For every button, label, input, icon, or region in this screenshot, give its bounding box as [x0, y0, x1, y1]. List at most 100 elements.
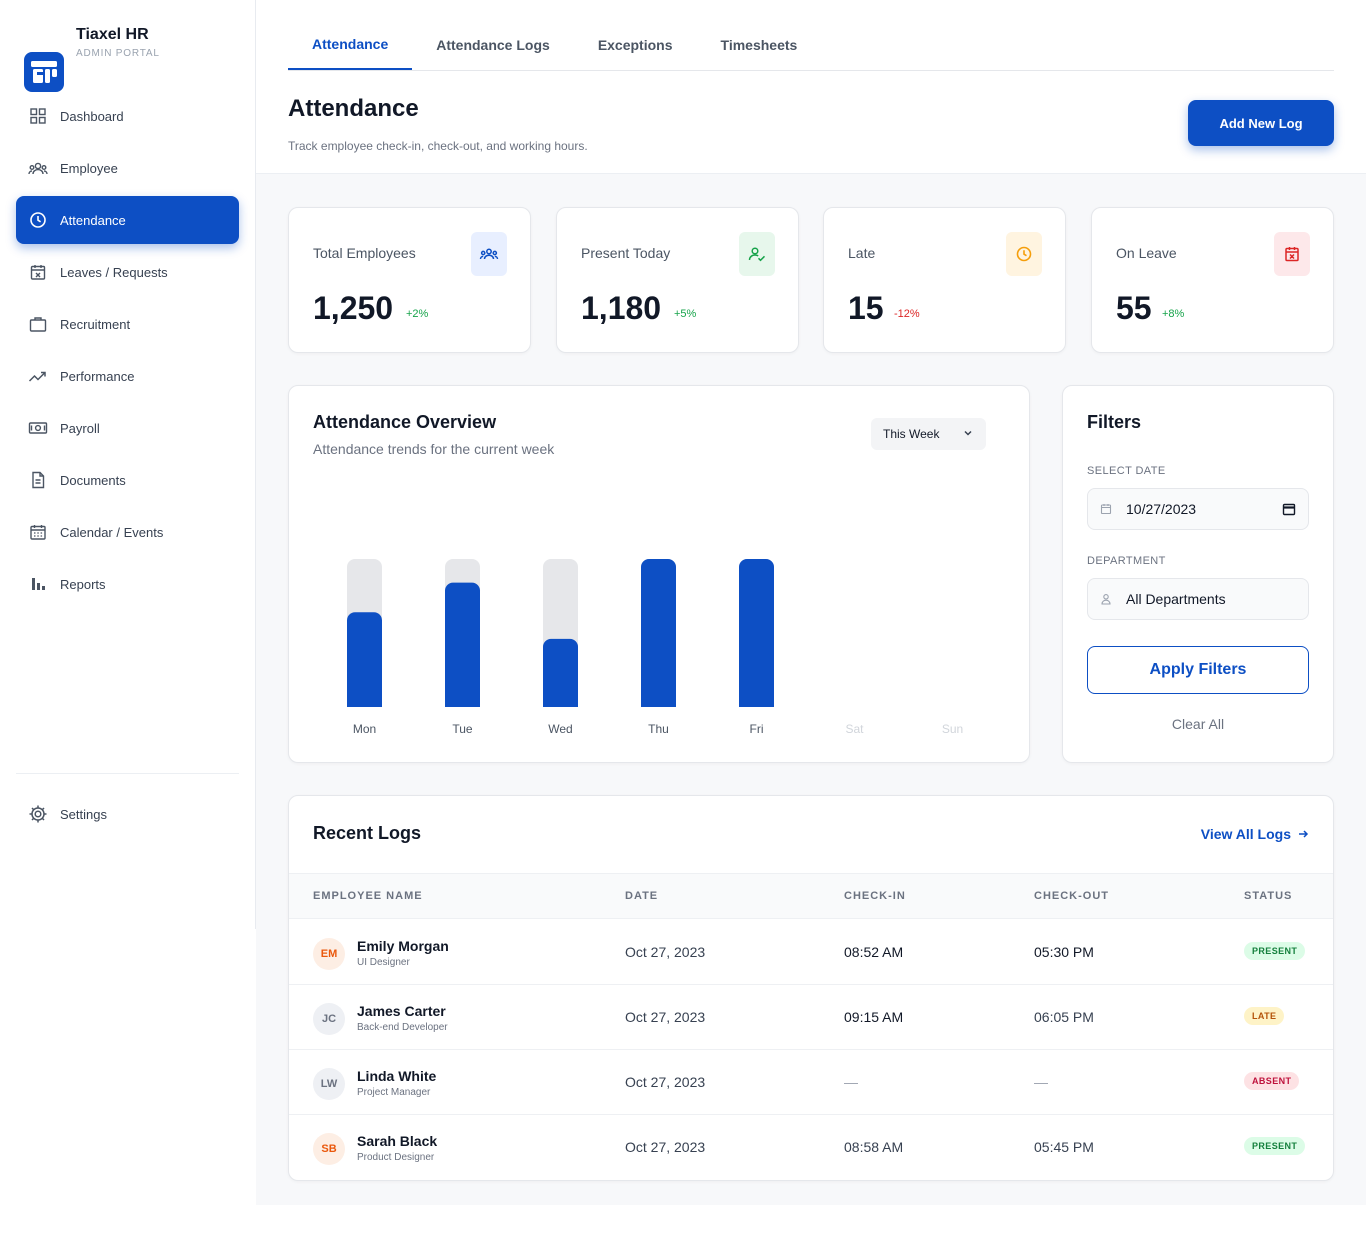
table-row[interactable]: EM Emily Morgan UI Designer Oct 27, 2023… — [289, 920, 1333, 985]
sidebar-item-calendar[interactable]: Calendar / Events — [16, 508, 239, 556]
chart-subtitle: Attendance trends for the current week — [313, 441, 555, 457]
range-select[interactable]: This Week — [871, 418, 986, 450]
x-tick-label: Sat — [845, 722, 864, 736]
arrow-right-icon — [1297, 828, 1309, 840]
sidebar-item-label: Attendance — [60, 212, 126, 228]
date-picker-icon[interactable] — [1282, 502, 1296, 516]
sidebar-divider — [16, 773, 239, 774]
table-row[interactable]: SB Sarah Black Product Designer Oct 27, … — [289, 1115, 1333, 1180]
logs-title: Recent Logs — [313, 823, 422, 843]
bar-wed[interactable] — [543, 638, 578, 707]
log-date: Oct 27, 2023 — [625, 1139, 706, 1155]
user-icon — [1100, 593, 1112, 605]
sidebar: Tiaxel HR ADMIN PORTAL Dashboard Employe… — [0, 0, 256, 929]
sidebar-item-label: Leaves / Requests — [60, 264, 168, 280]
stat-card-present-today: Present Today 1,180 +5% — [556, 207, 799, 353]
clock-icon — [28, 210, 48, 230]
grid-icon — [28, 106, 48, 126]
status-badge: LATE — [1244, 1007, 1285, 1025]
tab-attendance[interactable]: Attendance — [288, 20, 413, 70]
check-out-time: 06:05 PM — [1034, 1009, 1094, 1025]
column-header-check-out: CHECK-OUT — [1034, 890, 1109, 902]
bar-base-thu — [641, 699, 676, 707]
sidebar-item-attendance[interactable]: Attendance — [16, 196, 239, 244]
sidebar-item-employee[interactable]: Employee — [16, 144, 239, 192]
check-in-time: — — [844, 1074, 858, 1090]
table-row[interactable]: JC James Carter Back-end Developer Oct 2… — [289, 985, 1333, 1050]
employee-name: Sarah Black — [357, 1133, 438, 1149]
sidebar-item-reports[interactable]: Reports — [16, 560, 239, 608]
brand-subtitle: ADMIN PORTAL — [76, 48, 160, 59]
column-header-status: STATUS — [1244, 890, 1293, 902]
users-icon — [471, 232, 507, 276]
sidebar-item-documents[interactable]: Documents — [16, 456, 239, 504]
apply-filters-button[interactable]: Apply Filters — [1087, 646, 1309, 694]
bar-fri[interactable] — [739, 559, 774, 707]
column-header-date: DATE — [625, 890, 659, 902]
log-date: Oct 27, 2023 — [625, 1074, 706, 1090]
bar-base-mon — [347, 699, 382, 707]
sidebar-item-recruitment[interactable]: Recruitment — [16, 300, 239, 348]
sidebar-item-label: Reports — [60, 576, 106, 592]
sidebar-nav: Dashboard Employee Attendance Leaves / R… — [16, 92, 239, 612]
stat-card-late: Late 15 -12% — [823, 207, 1066, 353]
add-new-log-button[interactable]: Add New Log — [1188, 100, 1334, 146]
stat-trend: -12% — [894, 308, 920, 320]
stat-label: Late — [848, 245, 876, 261]
stat-card-on-leave: On Leave 55 +8% — [1091, 207, 1334, 353]
briefcase-icon — [28, 314, 48, 334]
clear-all-button[interactable]: Clear All — [1171, 716, 1225, 732]
table-header: EMPLOYEE NAME DATE CHECK-IN CHECK-OUT ST… — [289, 873, 1333, 919]
status-badge: ABSENT — [1244, 1072, 1300, 1090]
sidebar-item-settings[interactable]: Settings — [16, 790, 239, 838]
bar-chart-icon — [28, 574, 48, 594]
sidebar-settings: Settings — [16, 790, 239, 842]
bar-tue[interactable] — [445, 582, 480, 707]
check-in-time: 08:52 AM — [844, 944, 904, 960]
date-label: SELECT DATE — [1087, 465, 1166, 477]
stat-trend: +8% — [1162, 308, 1185, 320]
x-tick-label: Sun — [942, 722, 963, 736]
x-tick-label: Fri — [750, 722, 764, 736]
column-header-employee: EMPLOYEE NAME — [313, 890, 423, 902]
employee-name: Emily Morgan — [357, 938, 449, 954]
calendar-x-icon — [1274, 232, 1310, 276]
tab-exceptions[interactable]: Exceptions — [597, 37, 673, 53]
x-tick-label: Wed — [548, 722, 572, 736]
department-select[interactable]: All Departments — [1087, 578, 1309, 620]
view-all-logs-label: View All Logs — [1200, 826, 1291, 842]
table-row[interactable]: LW Linda White Project Manager Oct 27, 2… — [289, 1050, 1333, 1115]
bar-mon[interactable] — [347, 612, 382, 707]
tab-attendance-logs[interactable]: Attendance Logs — [436, 37, 550, 53]
users-icon — [28, 158, 48, 178]
sidebar-item-dashboard[interactable]: Dashboard — [16, 92, 239, 140]
bar-thu[interactable] — [641, 559, 676, 707]
sidebar-item-label: Employee — [60, 160, 118, 176]
filters-title: Filters — [1087, 412, 1142, 432]
stat-trend: +2% — [406, 308, 429, 320]
money-icon — [28, 418, 48, 438]
brand-logo[interactable] — [24, 52, 64, 92]
document-icon — [28, 470, 48, 490]
employee-name: Linda White — [357, 1068, 437, 1084]
employee-role: Product Designer — [357, 1152, 435, 1163]
employee-role: UI Designer — [357, 957, 410, 968]
date-field[interactable]: 10/27/2023 — [1087, 488, 1309, 530]
chevron-down-icon — [962, 427, 974, 442]
page-subtitle: Track employee check-in, check-out, and … — [288, 139, 588, 153]
sidebar-item-payroll[interactable]: Payroll — [16, 404, 239, 452]
sidebar-item-label: Performance — [60, 368, 135, 384]
range-select-value: This Week — [883, 427, 940, 441]
sidebar-item-leaves[interactable]: Leaves / Requests — [16, 248, 239, 296]
calendar-icon — [1100, 503, 1112, 515]
chart-title: Attendance Overview — [313, 412, 497, 432]
sidebar-item-performance[interactable]: Performance — [16, 352, 239, 400]
bar-base-tue — [445, 699, 480, 707]
tab-timesheets[interactable]: Timesheets — [720, 37, 798, 53]
date-value: 10/27/2023 — [1126, 501, 1197, 517]
view-all-logs-link[interactable]: View All Logs — [1201, 826, 1309, 842]
stat-value: 1,250 — [313, 290, 394, 326]
filters-card: Filters SELECT DATE 10/27/2023 DEPARTMEN… — [1062, 385, 1334, 763]
page-title: Attendance — [288, 95, 419, 122]
x-tick-label: Tue — [452, 722, 473, 736]
